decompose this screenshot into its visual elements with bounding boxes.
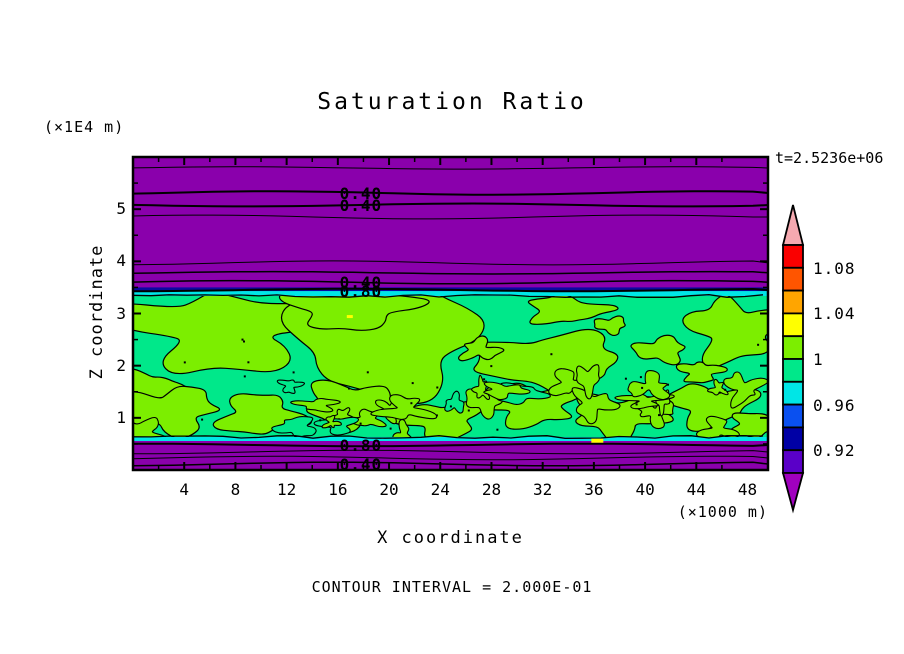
x-tick-label: 32 (533, 480, 553, 499)
colorbar (781, 204, 805, 514)
x-axis-unit: (×1000 m) (677, 503, 768, 521)
x-tick-label: 48 (737, 480, 758, 499)
y-tick-label: 4 (116, 251, 126, 271)
svg-text:0.80: 0.80 (340, 282, 383, 301)
x-tick-label: 8 (230, 480, 241, 499)
colorbar-tick-label: 1 (813, 350, 824, 369)
y-tick-label: 2 (116, 355, 126, 375)
x-tick-label: 20 (379, 480, 399, 499)
x-tick-label: 16 (328, 480, 348, 499)
x-tick-label: 44 (686, 480, 706, 499)
colorbar-tick-label: 1.04 (813, 304, 856, 324)
colorbar-tick-label: 0.96 (813, 395, 856, 415)
colorbar-tick-label: 1.08 (813, 258, 856, 278)
y-axis-unit: (×1E4 m) (44, 118, 125, 136)
x-axis-label: X coordinate (377, 528, 524, 548)
page-title: Saturation Ratio (317, 89, 587, 115)
timestamp: t=2.5236e+06 (775, 149, 884, 167)
svg-text:0.80: 0.80 (340, 436, 383, 455)
x-tick-label: 4 (179, 480, 190, 499)
x-tick-label: 12 (276, 480, 297, 499)
footer-contour-interval: CONTOUR INTERVAL = 2.000E-01 (311, 578, 593, 596)
y-tick-label: 5 (116, 199, 126, 219)
y-tick-label: 3 (116, 303, 126, 323)
svg-text:0.40: 0.40 (340, 273, 383, 292)
colorbar-tick-label: 0.92 (813, 441, 856, 461)
svg-text:0.40: 0.40 (340, 184, 383, 203)
x-tick-label: 36 (584, 480, 604, 499)
x-tick-label: 40 (635, 480, 655, 499)
y-tick-label: 1 (116, 407, 126, 427)
x-tick-label: 24 (430, 480, 450, 499)
x-tick-label: 28 (481, 480, 502, 499)
svg-text:0.40: 0.40 (340, 196, 383, 215)
